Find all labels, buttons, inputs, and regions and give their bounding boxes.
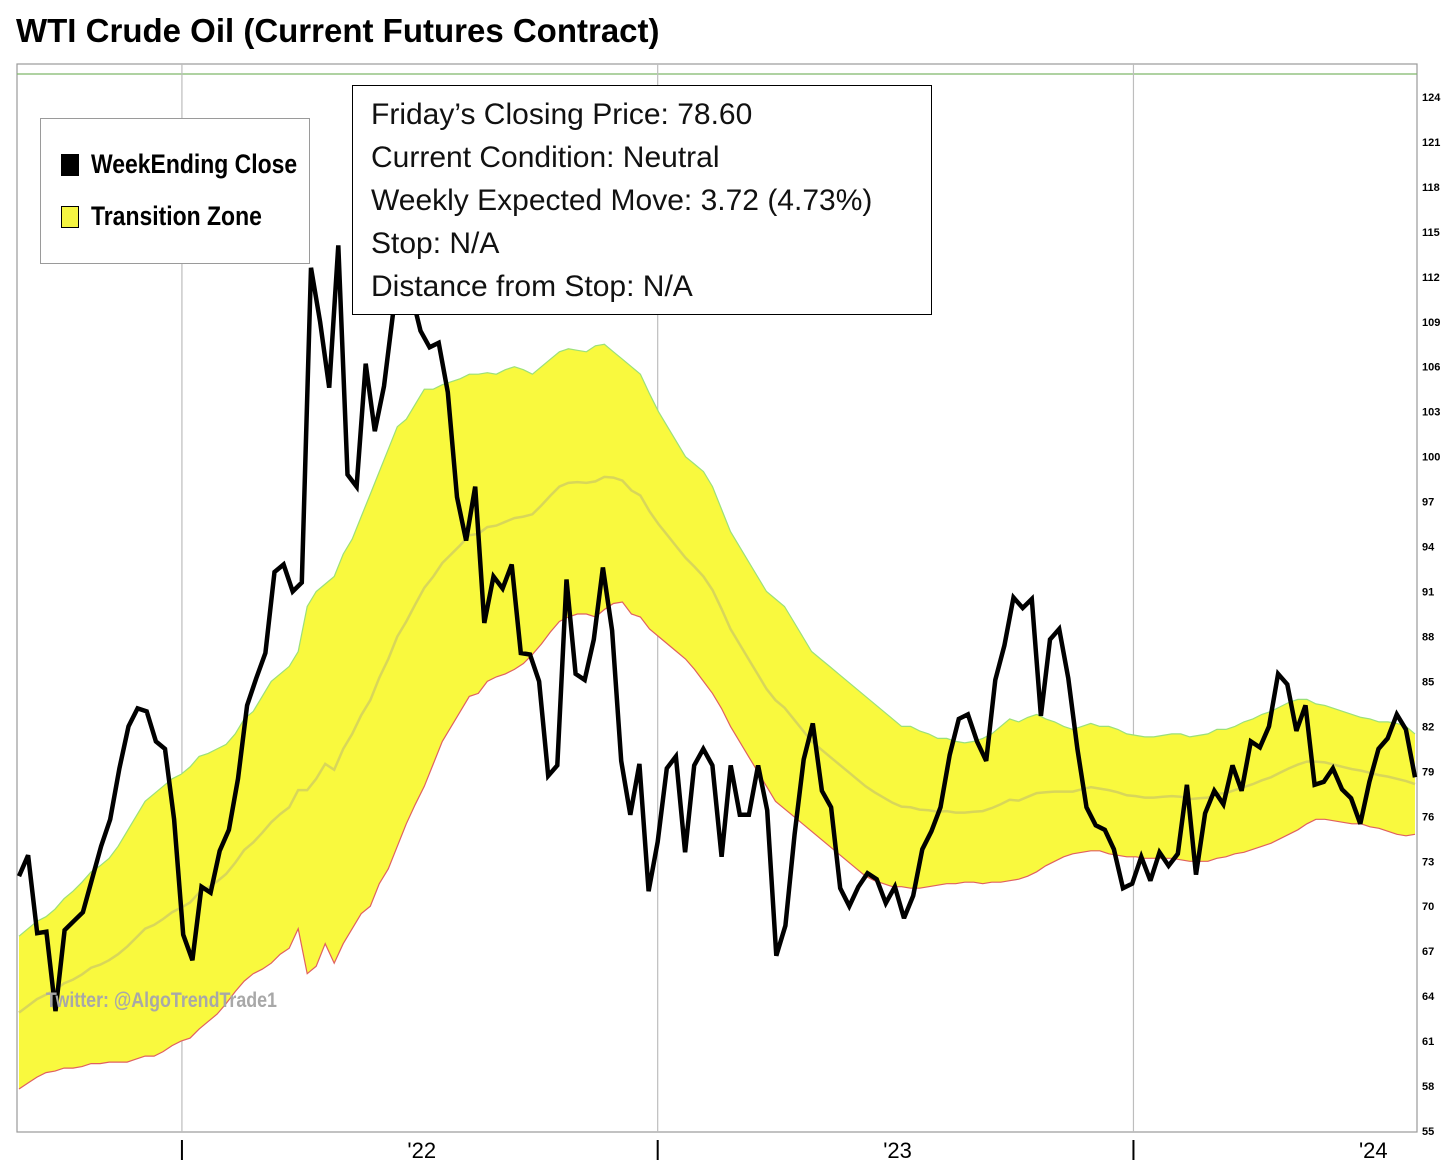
price-series [16, 245, 1418, 1012]
plot-frame [16, 63, 1418, 1133]
info-current-condition: Current Condition: Neutral [371, 141, 720, 174]
y-tick-label: 100 [1422, 452, 1440, 464]
legend-item-weekending-close: WeekEnding Close [61, 149, 334, 180]
y-tick-label: 94 [1422, 542, 1435, 554]
x-tick-label: '22 [407, 1138, 436, 1163]
watermark: Twitter: @AlgoTrendTrade1 [46, 989, 277, 1013]
y-tick-label: 112 [1422, 272, 1440, 284]
y-tick-label: 73 [1422, 856, 1434, 868]
legend-label: Transition Zone [91, 201, 262, 231]
y-tick-label: 76 [1422, 811, 1434, 823]
legend: WeekEnding Close Transition Zone [40, 118, 310, 264]
x-tick-label: '24 [1359, 1138, 1388, 1163]
y-tick-label: 88 [1422, 631, 1434, 643]
y-tick-label: 121 [1422, 137, 1440, 149]
y-tick-label: 70 [1422, 901, 1434, 913]
y-tick-label: 91 [1422, 587, 1434, 599]
y-tick-label: 79 [1422, 766, 1434, 778]
y-tick-label: 109 [1422, 317, 1440, 329]
zone-midline [18, 475, 1416, 1014]
info-box: Friday’s Closing Price: 78.60 Current Co… [352, 85, 932, 315]
chart-title: WTI Crude Oil (Current Futures Contract) [16, 12, 660, 49]
transition-zone [18, 343, 1416, 1090]
y-tick-label: 115 [1422, 227, 1440, 239]
y-tick-label: 58 [1422, 1081, 1434, 1093]
zone-upper-edge [18, 343, 1416, 937]
zone-area [19, 344, 1415, 1089]
y-tick-label: 118 [1422, 182, 1440, 194]
y-tick-label: 85 [1422, 676, 1434, 688]
legend-label: WeekEnding Close [91, 149, 298, 179]
y-tick-label: 55 [1422, 1126, 1434, 1138]
x-tick-label: '23 [883, 1138, 912, 1163]
info-distance-from-stop: Distance from Stop: N/A [371, 270, 693, 303]
weekending-close-line [16, 245, 1418, 1012]
zone-lower-edge [18, 601, 1416, 1090]
y-tick-label: 124 [1422, 92, 1441, 104]
y-tick-label: 97 [1422, 497, 1434, 509]
y-tick-label: 64 [1422, 991, 1435, 1003]
info-closing-price: Friday’s Closing Price: 78.60 [371, 98, 753, 131]
y-tick-label: 106 [1422, 362, 1440, 374]
y-tick-label: 103 [1422, 407, 1440, 419]
legend-swatch-yellow [61, 205, 79, 228]
legend-item-transition-zone: Transition Zone [61, 201, 292, 232]
x-axis-ticks: '22 '23 '24 [180, 1138, 1388, 1163]
info-expected-move: Weekly Expected Move: 3.72 (4.73%) [371, 184, 873, 217]
info-stop: Stop: N/A [371, 227, 500, 260]
y-tick-label: 61 [1422, 1036, 1434, 1048]
legend-swatch-black [61, 153, 79, 176]
y-tick-label: 82 [1422, 721, 1434, 733]
y-axis-ticks: 55 58 61 64 67 70 73 76 79 82 85 88 91 94 97 100 103 106 1… [1422, 92, 1441, 1138]
y-tick-label: 67 [1422, 946, 1434, 958]
